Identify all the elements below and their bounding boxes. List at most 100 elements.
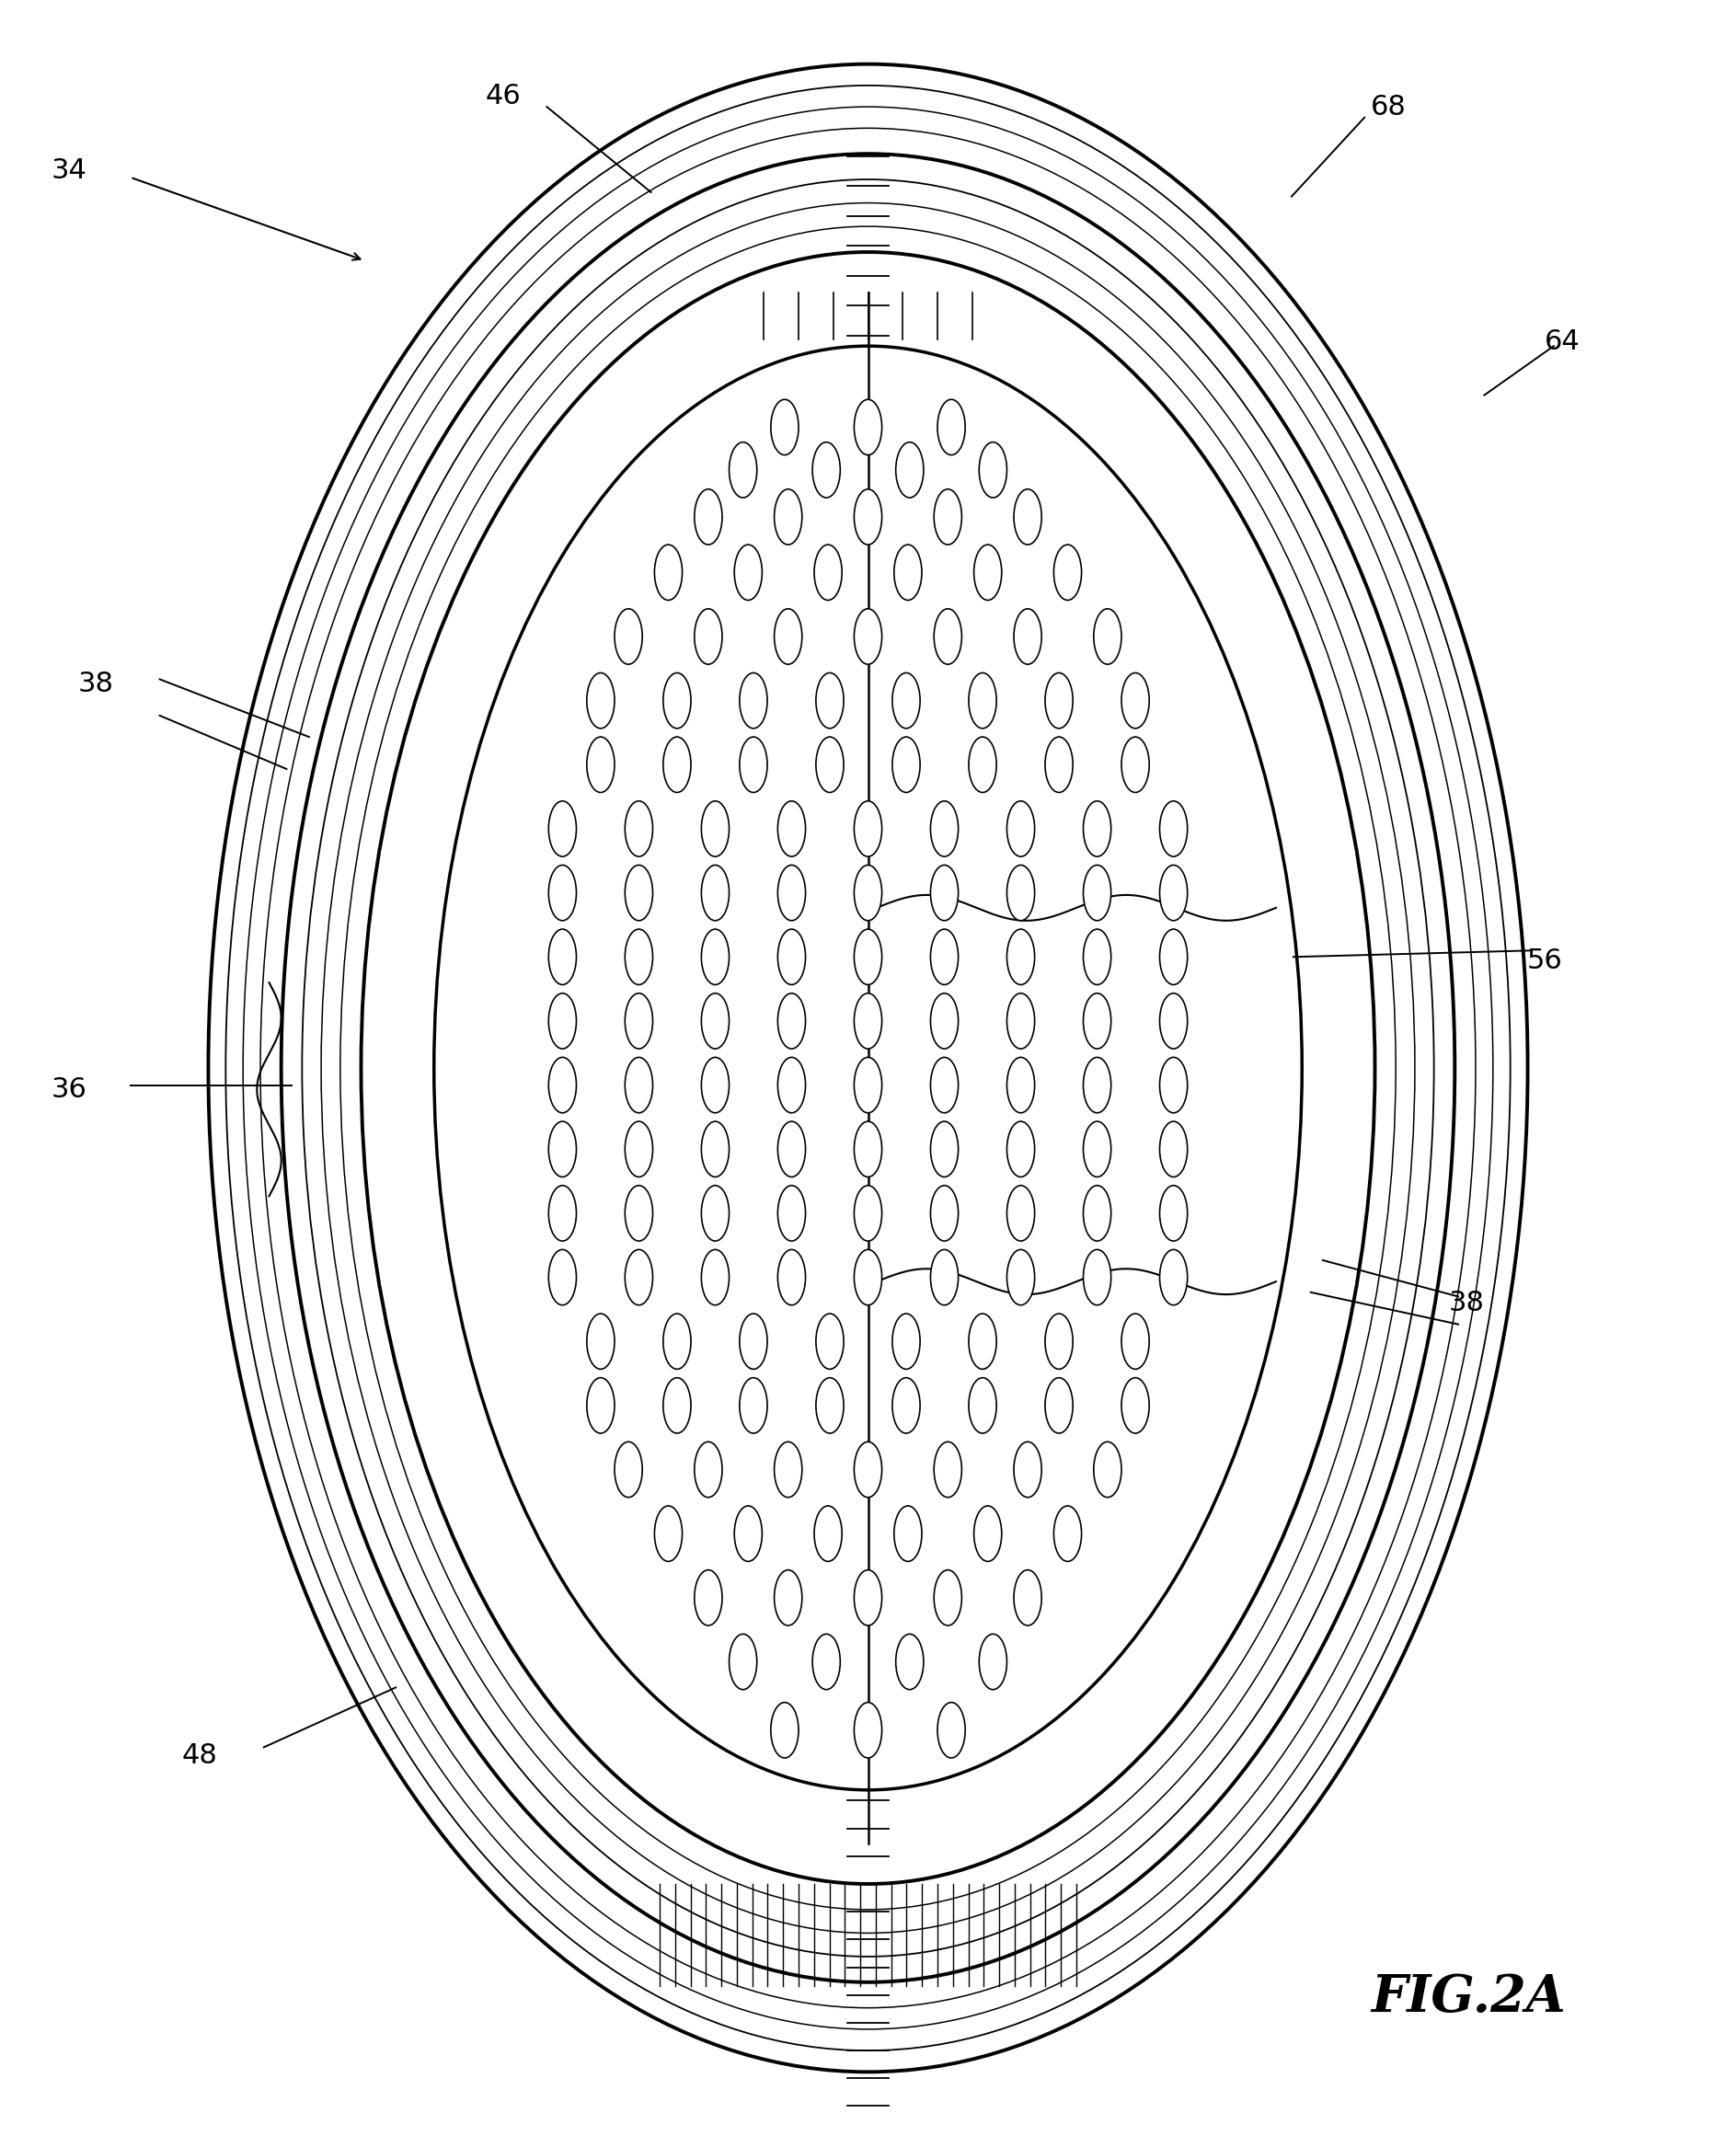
Ellipse shape: [625, 1190, 642, 1237]
Ellipse shape: [1045, 737, 1073, 792]
Ellipse shape: [701, 869, 719, 916]
Ellipse shape: [1014, 1446, 1031, 1493]
Ellipse shape: [654, 545, 682, 600]
Ellipse shape: [1083, 929, 1111, 985]
Ellipse shape: [812, 446, 830, 493]
Ellipse shape: [701, 1250, 729, 1305]
Ellipse shape: [701, 929, 729, 985]
Ellipse shape: [1045, 1378, 1073, 1433]
Ellipse shape: [625, 933, 642, 980]
Ellipse shape: [1121, 1378, 1149, 1433]
Ellipse shape: [701, 865, 729, 921]
Ellipse shape: [854, 1446, 871, 1493]
Ellipse shape: [892, 1378, 920, 1433]
Ellipse shape: [854, 1707, 871, 1754]
Ellipse shape: [1121, 677, 1139, 724]
Ellipse shape: [896, 442, 924, 498]
Ellipse shape: [1160, 1062, 1177, 1109]
Ellipse shape: [1007, 1057, 1035, 1113]
Ellipse shape: [1083, 993, 1111, 1049]
Ellipse shape: [854, 1574, 871, 1621]
Ellipse shape: [930, 993, 958, 1049]
Ellipse shape: [1160, 1126, 1177, 1173]
Ellipse shape: [1007, 1185, 1035, 1241]
Ellipse shape: [740, 737, 767, 792]
Ellipse shape: [663, 737, 691, 792]
Ellipse shape: [1083, 1126, 1101, 1173]
Ellipse shape: [854, 1121, 882, 1177]
Ellipse shape: [701, 801, 729, 857]
Ellipse shape: [930, 1121, 958, 1177]
Ellipse shape: [892, 737, 920, 792]
Ellipse shape: [549, 869, 566, 916]
Ellipse shape: [615, 609, 642, 664]
Ellipse shape: [549, 993, 576, 1049]
Ellipse shape: [854, 1442, 882, 1497]
Ellipse shape: [1121, 741, 1139, 788]
Ellipse shape: [1045, 673, 1073, 728]
Ellipse shape: [1094, 609, 1121, 664]
Ellipse shape: [778, 929, 806, 985]
Ellipse shape: [979, 442, 1007, 498]
Ellipse shape: [814, 1506, 842, 1561]
Ellipse shape: [1007, 998, 1024, 1045]
Ellipse shape: [1121, 1314, 1149, 1369]
Text: FIG.2A: FIG.2A: [1371, 1972, 1566, 2023]
Text: 34: 34: [52, 158, 87, 184]
Ellipse shape: [1054, 545, 1082, 600]
Ellipse shape: [587, 673, 615, 728]
Ellipse shape: [1160, 929, 1187, 985]
Ellipse shape: [1014, 613, 1031, 660]
Ellipse shape: [778, 1057, 806, 1113]
Ellipse shape: [934, 1570, 962, 1625]
Ellipse shape: [816, 1378, 844, 1433]
Ellipse shape: [816, 673, 844, 728]
Ellipse shape: [854, 998, 871, 1045]
Ellipse shape: [934, 1442, 962, 1497]
Ellipse shape: [1121, 1382, 1139, 1429]
Ellipse shape: [771, 1707, 788, 1754]
Ellipse shape: [549, 1126, 566, 1173]
Ellipse shape: [854, 1254, 871, 1301]
Ellipse shape: [1007, 1185, 1035, 1241]
Ellipse shape: [930, 993, 958, 1049]
Ellipse shape: [1083, 805, 1101, 852]
Ellipse shape: [1160, 1185, 1187, 1241]
Ellipse shape: [1094, 613, 1111, 660]
Ellipse shape: [625, 1250, 653, 1305]
Ellipse shape: [1083, 869, 1101, 916]
Ellipse shape: [814, 1506, 842, 1561]
Ellipse shape: [654, 545, 682, 600]
Ellipse shape: [854, 993, 882, 1049]
Ellipse shape: [549, 1121, 576, 1177]
Ellipse shape: [625, 1121, 653, 1177]
Ellipse shape: [1014, 1570, 1042, 1625]
Ellipse shape: [930, 929, 958, 985]
Ellipse shape: [625, 929, 653, 985]
Ellipse shape: [892, 1314, 920, 1369]
Ellipse shape: [1007, 993, 1035, 1049]
Ellipse shape: [774, 1574, 792, 1621]
Ellipse shape: [894, 1510, 911, 1557]
Ellipse shape: [1045, 1378, 1073, 1433]
Ellipse shape: [694, 1570, 722, 1625]
Ellipse shape: [663, 677, 681, 724]
Ellipse shape: [896, 446, 913, 493]
Ellipse shape: [740, 741, 757, 788]
Ellipse shape: [774, 1442, 802, 1497]
Ellipse shape: [1007, 993, 1035, 1049]
Ellipse shape: [778, 1062, 795, 1109]
Ellipse shape: [892, 737, 920, 792]
Ellipse shape: [1083, 993, 1111, 1049]
Ellipse shape: [1094, 1442, 1121, 1497]
Ellipse shape: [729, 442, 757, 498]
Ellipse shape: [1007, 1254, 1024, 1301]
Ellipse shape: [934, 609, 962, 664]
Ellipse shape: [1083, 801, 1111, 857]
Ellipse shape: [1007, 1121, 1035, 1177]
Ellipse shape: [778, 993, 806, 1049]
Ellipse shape: [894, 549, 911, 596]
Ellipse shape: [854, 801, 882, 857]
Ellipse shape: [814, 549, 832, 596]
Ellipse shape: [930, 1057, 958, 1113]
